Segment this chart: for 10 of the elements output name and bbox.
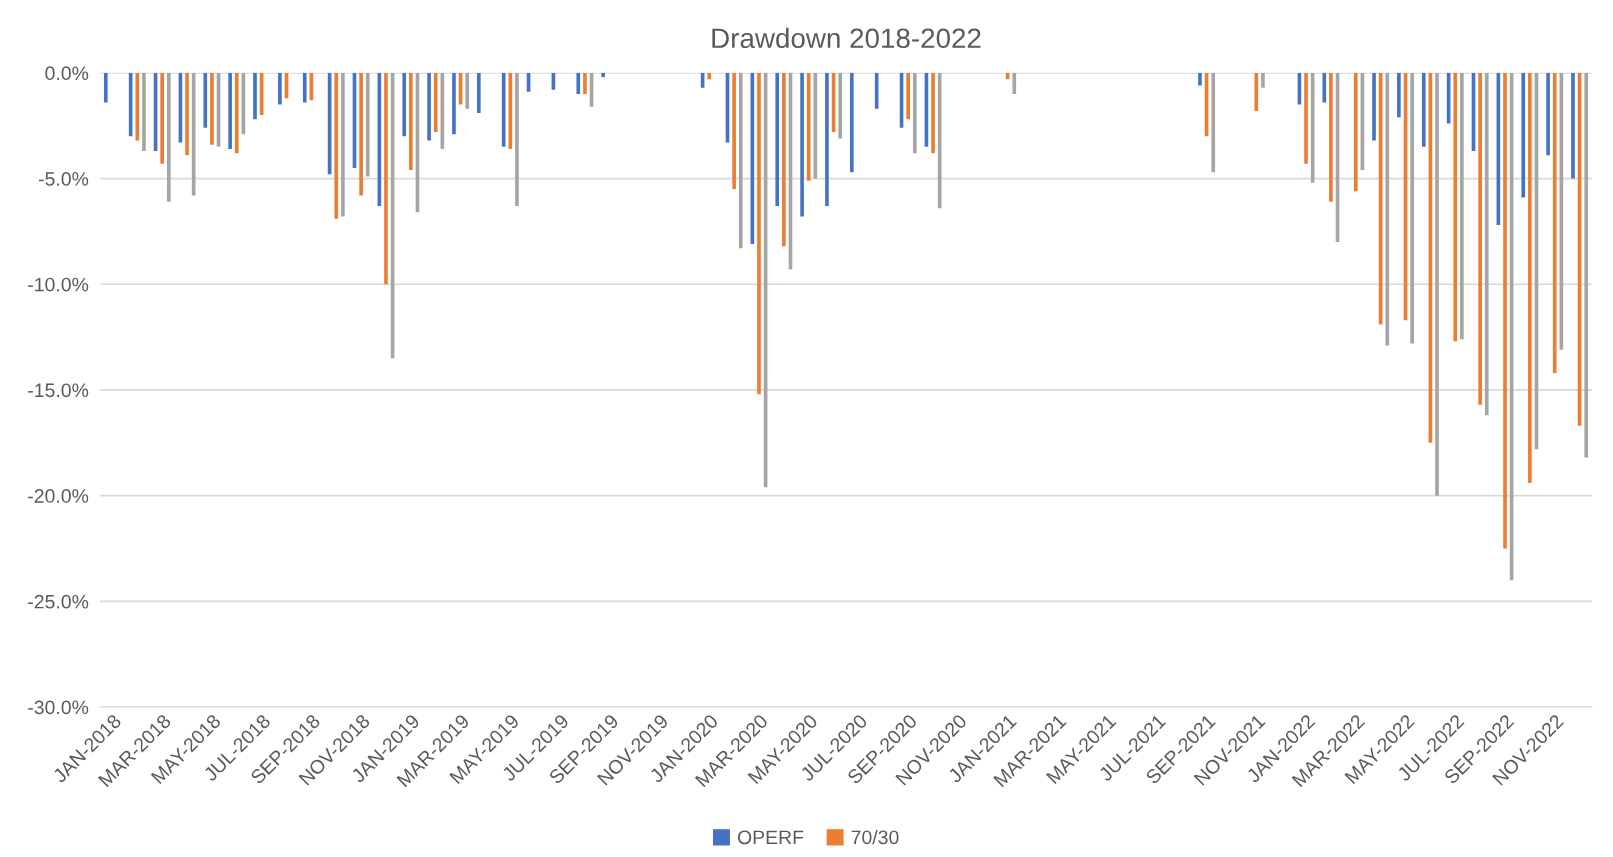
y-tick-label: -5.0%: [38, 172, 89, 186]
y-tick-label: -15.0%: [28, 383, 89, 398]
y-tick-label: -30.0%: [28, 700, 89, 715]
y-tick-label: -10.0%: [28, 277, 89, 292]
legend-label: 70/30: [851, 829, 899, 845]
y-tick-label: -20.0%: [28, 489, 89, 503]
legend-label: OPERF: [737, 830, 804, 845]
y-tick-label: 0.0%: [45, 66, 89, 81]
y-tick-label: -25.0%: [28, 594, 89, 609]
chart-title: Drawdown 2018-2022: [712, 27, 981, 49]
